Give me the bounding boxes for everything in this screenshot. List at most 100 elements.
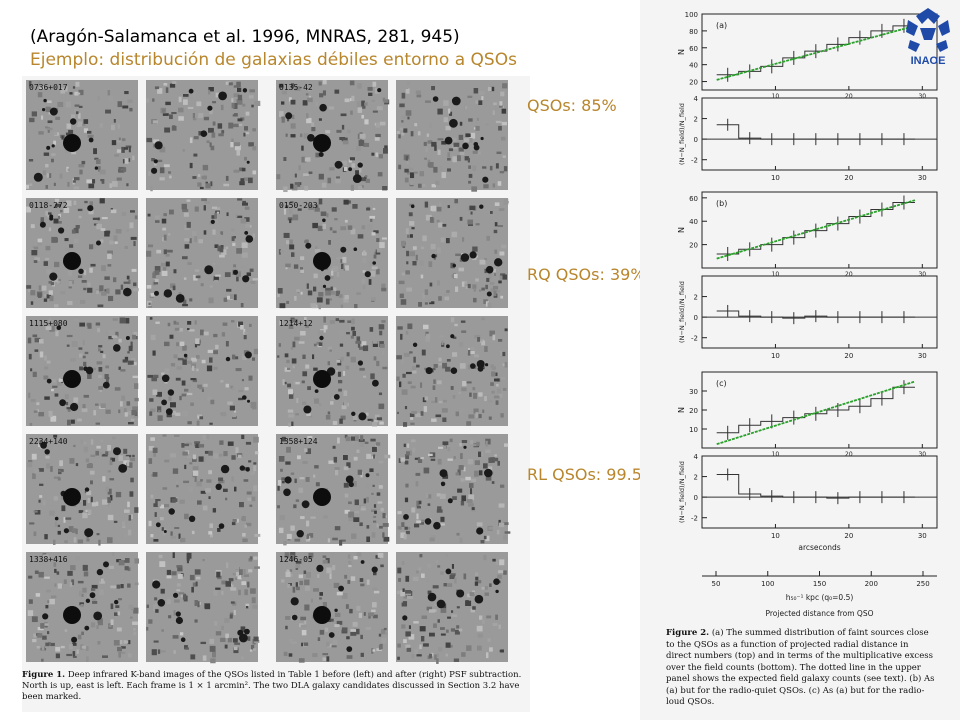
qso-blob xyxy=(313,134,331,152)
x-tick-label: 30 xyxy=(918,93,926,100)
source-blob xyxy=(427,592,437,602)
source-blob xyxy=(154,141,163,150)
source-blob xyxy=(123,287,132,297)
source-blob xyxy=(345,475,354,484)
source-blob xyxy=(51,144,55,148)
source-blob xyxy=(113,344,121,352)
source-blob xyxy=(163,530,167,533)
source-blob xyxy=(340,246,347,253)
source-blob xyxy=(168,508,175,515)
image-frame xyxy=(396,552,508,664)
source-blob xyxy=(244,231,249,235)
panel-bottom-frame xyxy=(701,275,938,349)
image-frame: 0150-203 xyxy=(276,198,388,310)
kpc-tick-label: 150 xyxy=(813,580,826,588)
slide-subtitle: Ejemplo: distribución de galaxias débile… xyxy=(30,50,517,70)
source-blob xyxy=(154,290,159,296)
source-blob xyxy=(352,174,362,183)
source-blob xyxy=(324,275,331,281)
source-blob xyxy=(319,103,327,112)
source-blob xyxy=(70,118,77,125)
source-blob xyxy=(402,615,408,621)
qso-image-grid: 0736+017 0135-42 0118-272 0150-203 1115+080 1… xyxy=(26,80,511,664)
source-blob xyxy=(188,515,196,522)
y-axis-label-top: N xyxy=(677,227,686,233)
y-tick-label: 0 xyxy=(694,494,698,502)
source-blob xyxy=(433,521,441,530)
panel-label: 0135-42 xyxy=(279,83,313,92)
source-blob xyxy=(473,144,480,151)
source-blob xyxy=(319,335,324,341)
field-count-fit-line xyxy=(716,199,916,260)
y-tick-label: 20 xyxy=(689,242,698,250)
source-blob xyxy=(479,204,484,209)
source-blob xyxy=(245,467,250,472)
logo-text: INAOE xyxy=(911,55,946,67)
source-blob xyxy=(84,625,90,631)
source-blob xyxy=(372,261,377,265)
kpc-axis-label: h₅₀⁻¹ kpc (q₀=0.5) xyxy=(786,593,854,602)
qso-blob xyxy=(313,252,331,270)
source-blob xyxy=(96,568,104,576)
y-tick-label: 30 xyxy=(689,388,698,396)
panel-letter: (b) xyxy=(716,199,727,208)
x-tick-label: 20 xyxy=(845,451,853,458)
image-frame: 2234+140 xyxy=(26,434,139,546)
source-blob xyxy=(480,136,484,141)
image-frame: 0118-272 xyxy=(26,198,139,308)
source-blob xyxy=(284,476,292,484)
panel-label: 1214+12 xyxy=(279,319,313,328)
figure-1: 0736+017 0135-42 0118-272 0150-203 1115+080 1… xyxy=(22,76,530,712)
x-tick-label: 10 xyxy=(772,451,780,458)
qso-blob xyxy=(63,134,81,152)
y-tick-label: 0 xyxy=(694,136,698,144)
x-tick-label: 30 xyxy=(918,174,927,182)
source-blob xyxy=(125,336,130,340)
source-blob xyxy=(451,96,461,106)
source-blob xyxy=(167,389,175,396)
source-blob xyxy=(161,399,168,406)
y-tick-label: 4 xyxy=(694,95,699,103)
source-blob xyxy=(328,632,335,638)
source-blob xyxy=(114,599,119,605)
figure-2: 20 40 60 80 100 -2 0 2 4 10 10 20 20 30 30 N (N−N_field)… xyxy=(640,0,960,720)
y-axis-label-bottom: (N−N_field)/N_field xyxy=(678,281,686,343)
y-tick-label: -2 xyxy=(691,515,698,523)
source-blob xyxy=(303,405,312,414)
source-blob xyxy=(102,381,110,389)
source-blob xyxy=(463,445,467,449)
source-blob xyxy=(484,468,493,478)
source-blob xyxy=(218,523,225,529)
y-tick-label: 40 xyxy=(689,218,698,226)
source-blob xyxy=(425,367,433,375)
figure-2-caption-head: Figure 2. xyxy=(666,628,710,638)
source-blob xyxy=(439,469,448,478)
source-blob xyxy=(377,88,382,93)
source-blob xyxy=(207,105,213,111)
histogram-bottom xyxy=(716,474,915,499)
x-tick-label: 30 xyxy=(918,532,927,540)
source-blob xyxy=(204,265,214,275)
x-tick-label: 10 xyxy=(772,93,780,100)
source-blob xyxy=(88,137,94,143)
source-blob xyxy=(410,204,415,209)
source-blob xyxy=(118,464,128,473)
panel-letter: (c) xyxy=(716,379,727,388)
source-blob xyxy=(33,172,43,182)
source-blob xyxy=(245,235,254,243)
y-tick-label: 0 xyxy=(694,314,698,322)
x-tick-label: 30 xyxy=(918,352,927,360)
source-blob xyxy=(103,561,109,568)
qso-blob xyxy=(313,606,331,624)
panel-label: 0736+017 xyxy=(29,83,68,92)
x-tick-label: 20 xyxy=(844,352,853,360)
panel-bottom-frame xyxy=(701,97,938,171)
source-blob xyxy=(113,447,121,456)
stat-rl-qsos: RL QSOs: 99.5% xyxy=(527,465,658,484)
source-blob xyxy=(436,599,446,609)
source-blob xyxy=(175,611,181,617)
image-frame: 1246-05 xyxy=(276,552,388,663)
source-blob xyxy=(165,408,173,415)
source-blob xyxy=(482,176,489,183)
y-tick-label: 2 xyxy=(694,474,698,482)
